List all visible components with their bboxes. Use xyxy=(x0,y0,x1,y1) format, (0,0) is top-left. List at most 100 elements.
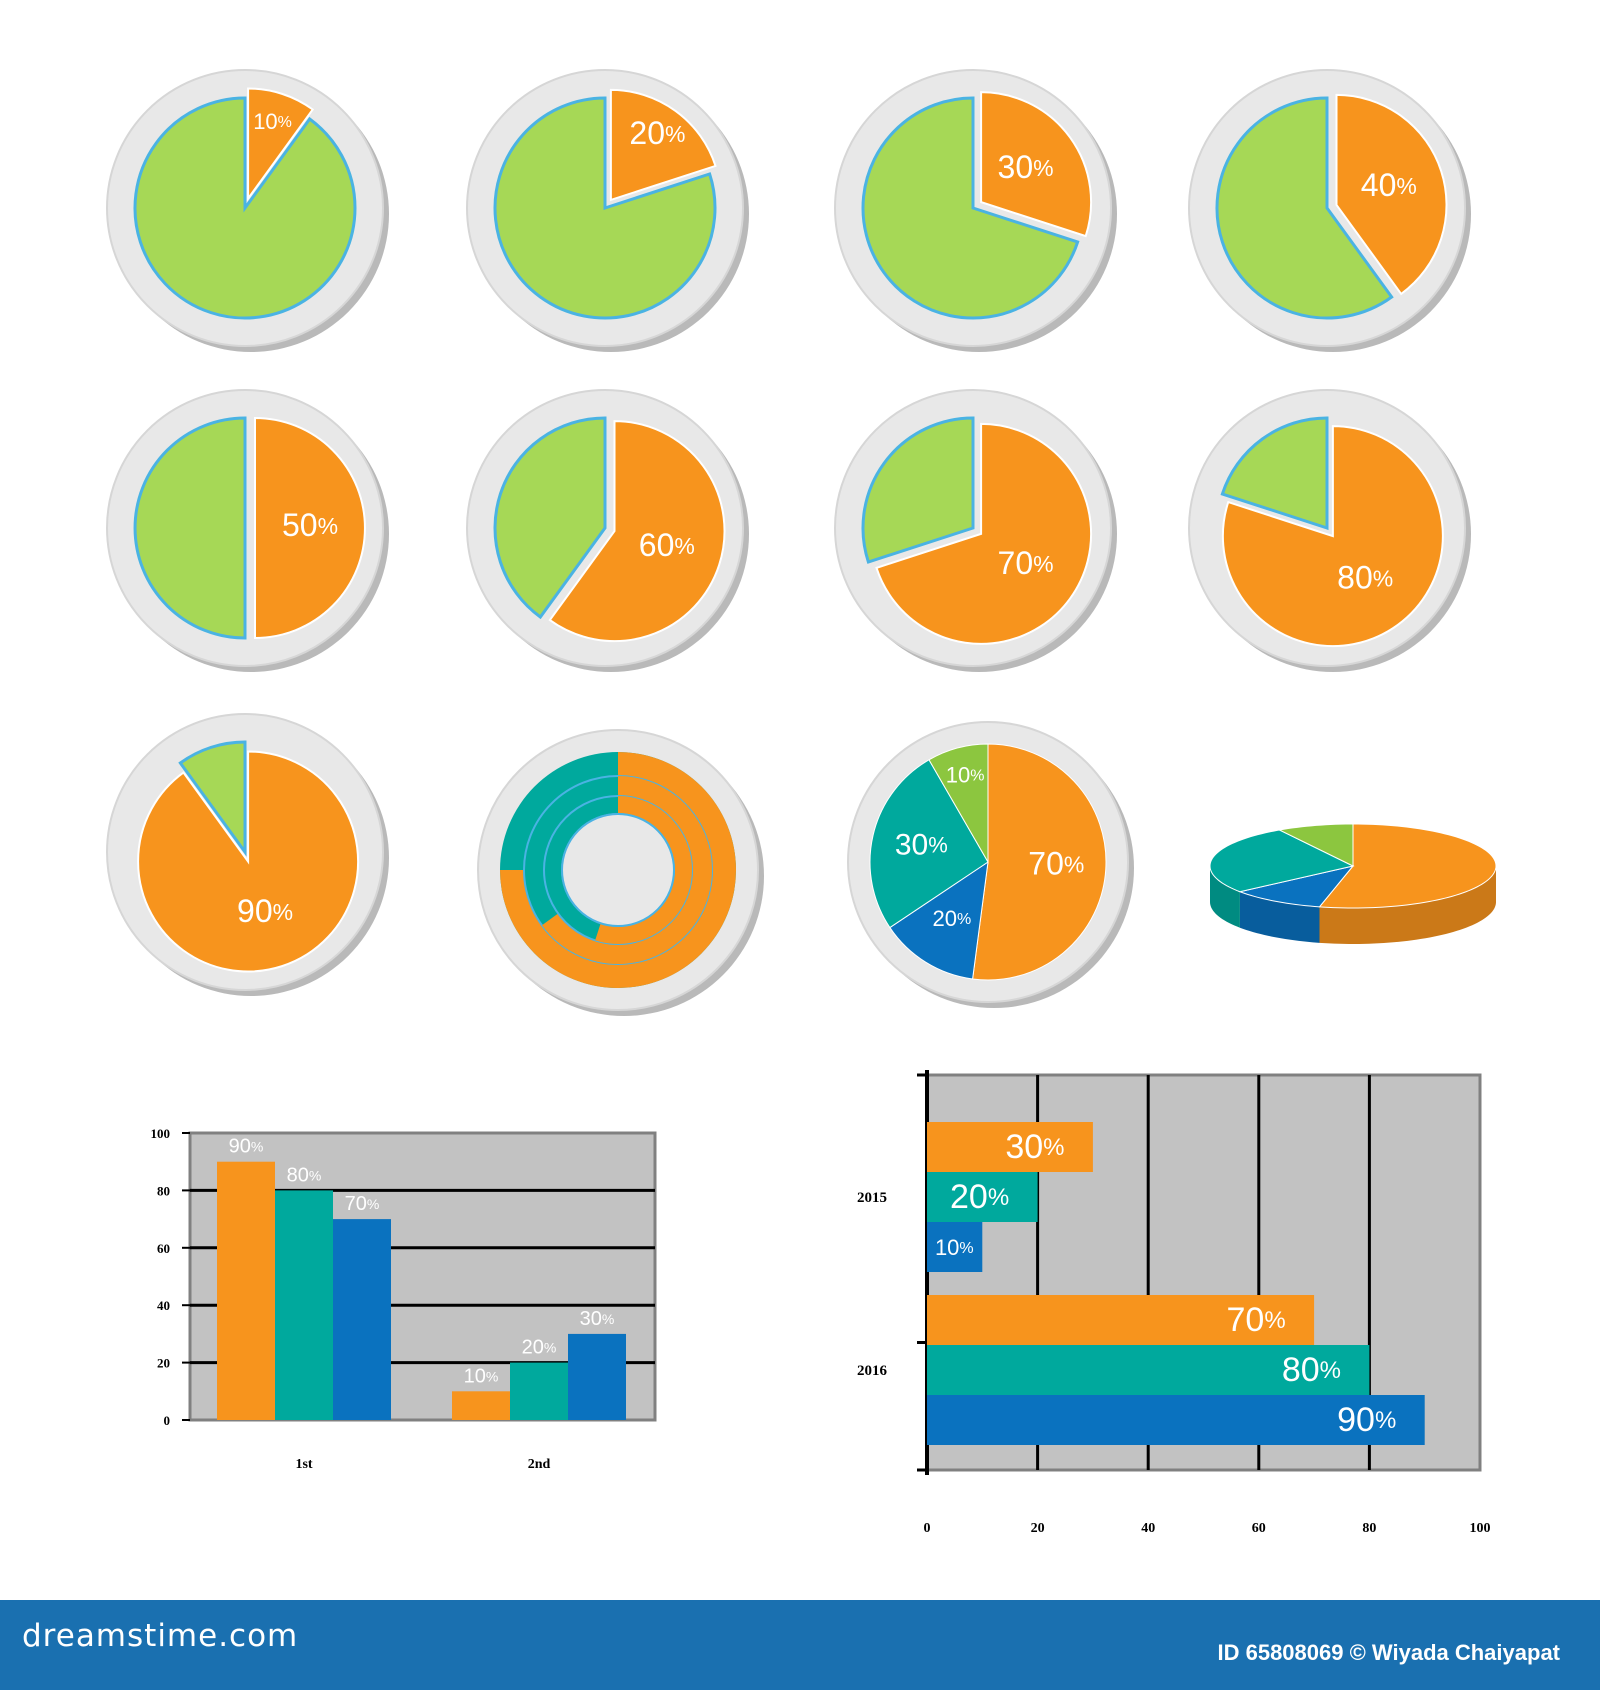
hbar-bar-2015-1 xyxy=(927,1122,1093,1172)
pie-chart-10: 10% xyxy=(106,69,389,352)
donut-ring-2 xyxy=(541,776,712,964)
pie-90-highlight-group: 90% xyxy=(137,750,360,973)
vbar-bar-1st-1 xyxy=(217,1161,275,1420)
hbar-bar-label-2015-3-value: 10 xyxy=(935,1235,959,1260)
vbar-ytick-80: 80 xyxy=(157,1183,170,1198)
vbar-ytick-100: 100 xyxy=(151,1126,171,1141)
multi-segment-pie-chart: 70% 20% 30% 10% xyxy=(847,721,1134,1008)
pie-chart-50: 50% xyxy=(106,389,389,672)
footer-credit: ID 65808069 © Wiyada Chaiyapat xyxy=(1217,1640,1560,1665)
hbar-bar-2016-2 xyxy=(927,1345,1370,1395)
pie-10-highlight-slice xyxy=(247,87,315,202)
hbar-xtick-20: 20 xyxy=(1031,1521,1045,1536)
pie-20-highlight-slice xyxy=(609,88,717,202)
hbar-bar-label-2016-1: 70% xyxy=(1227,1301,1286,1339)
multi-pie-label-30-unit: % xyxy=(928,832,948,857)
vbar-bar-label-2nd-3-unit: % xyxy=(602,1311,614,1327)
pie-80-remainder-slice xyxy=(1220,416,1329,531)
pie-80-highlight-group: 80% xyxy=(1221,425,1444,648)
hbar-bar-label-2016-1-unit: % xyxy=(1264,1307,1285,1334)
pie-40-label: 40% xyxy=(1361,167,1417,203)
pie-20-label-unit: % xyxy=(665,121,685,147)
donut-ring-1 xyxy=(500,752,736,988)
pie-20-label: 20% xyxy=(629,115,685,151)
pie-70-highlight-slice xyxy=(875,422,1093,645)
multi-pie-label-70-unit: % xyxy=(1064,852,1084,878)
pie-80-label: 80% xyxy=(1337,560,1393,596)
multi-pie-slice-70 xyxy=(972,743,1107,981)
pie-50-remainder-slice xyxy=(133,416,247,640)
pie3d-top-2 xyxy=(1238,865,1355,908)
pie-chart-70: 70% xyxy=(834,389,1117,672)
hbar-bar-label-2016-3-unit: % xyxy=(1375,1407,1396,1434)
footer-bar: dreamstime.com ID 65808069 © Wiyada Chai… xyxy=(0,1600,1600,1690)
vbar-bar-2nd-2 xyxy=(510,1362,568,1420)
hbar-bar-label-2016-2-unit: % xyxy=(1320,1357,1341,1384)
multi-pie-slice-20 xyxy=(889,860,989,980)
pie-40-remainder-slice xyxy=(1215,96,1394,320)
pie3d-side-2 xyxy=(1239,891,1320,943)
multi-pie-label-30: 30% xyxy=(895,828,948,861)
vbar-bar-1st-2 xyxy=(275,1190,333,1420)
donut-ring-3 xyxy=(595,796,692,944)
vbar-bar-label-1st-1-unit: % xyxy=(251,1138,263,1154)
pie-90-remainder-slice xyxy=(178,740,247,857)
donut-center xyxy=(561,813,675,927)
hbar-xtick-80: 80 xyxy=(1362,1521,1376,1536)
vbar-bar-label-1st-1-value: 90 xyxy=(229,1136,251,1158)
pie-40-label-unit: % xyxy=(1396,173,1416,199)
hbar-bar-label-2015-3-unit: % xyxy=(959,1240,973,1257)
hbar-bar-label-2015-2-value: 20 xyxy=(950,1178,988,1216)
multi-pie-label-10: 10% xyxy=(946,762,985,787)
multi-pie-label-20: 20% xyxy=(932,906,971,931)
pie-60-highlight-slice xyxy=(548,420,726,643)
pie-90-label: 90% xyxy=(237,893,293,929)
hbar-bar-label-2015-3: 10% xyxy=(935,1235,974,1260)
pie-50-highlight-group: 50% xyxy=(254,416,366,640)
multi-pie-label-20-unit: % xyxy=(957,911,971,928)
pie-30-highlight-slice xyxy=(980,91,1093,238)
pie-90-label-value: 90 xyxy=(237,893,273,929)
multi-pie-slice-10 xyxy=(928,743,989,864)
pie3d-top-1 xyxy=(1318,823,1497,909)
vbar-bar-label-2nd-3-value: 30 xyxy=(580,1308,602,1330)
pie-90-highlight-slice xyxy=(137,750,360,973)
pie-chart-20: 20% xyxy=(466,69,749,352)
pie-10-label: 10% xyxy=(253,109,292,134)
pie-60-label-unit: % xyxy=(674,533,694,559)
multi-pie-label-10-unit: % xyxy=(970,768,984,785)
pie-20-remainder-slice xyxy=(493,96,717,320)
hbar-bar-label-2016-2-value: 80 xyxy=(1282,1351,1320,1389)
hbar-bar-label-2016-1-value: 70 xyxy=(1227,1301,1265,1339)
vbar-bar-label-2nd-2-unit: % xyxy=(544,1339,556,1355)
pie-chart-60: 60% xyxy=(466,389,749,672)
pie-30-highlight-group: 30% xyxy=(980,91,1093,238)
vbar-bar-label-1st-3-value: 70 xyxy=(345,1193,367,1215)
vbar-bar-2nd-3 xyxy=(568,1333,626,1420)
vbar-bar-label-2nd-1-unit: % xyxy=(486,1368,498,1384)
multi-pie-slice-30 xyxy=(869,759,989,929)
pie-chart-80: 80% xyxy=(1188,389,1471,672)
pie3d-top-3 xyxy=(1209,829,1355,893)
pie-50-label-value: 50 xyxy=(282,507,318,543)
pie-chart-3d xyxy=(1209,823,1497,944)
vbar-bar-label-1st-2-value: 80 xyxy=(287,1165,309,1187)
donut-ring-chart xyxy=(477,729,764,1016)
vbar-bar-2nd-1 xyxy=(452,1391,510,1420)
multi-pie-label-70: 70% xyxy=(1028,846,1084,882)
pie-70-label: 70% xyxy=(998,546,1054,582)
pie-80-highlight-slice xyxy=(1221,425,1444,648)
vbar-category-1st: 1st xyxy=(295,1457,312,1472)
pie-10-label-value: 10 xyxy=(253,109,277,134)
pie-60-label: 60% xyxy=(639,528,695,564)
hbar-bar-label-2016-2: 80% xyxy=(1282,1351,1341,1389)
pie-10-label-unit: % xyxy=(278,114,292,131)
vbar-ytick-0: 0 xyxy=(164,1413,171,1428)
hbar-xtick-100: 100 xyxy=(1470,1521,1491,1536)
vbar-bar-1st-3 xyxy=(333,1219,391,1420)
hbar-bar-label-2015-1-unit: % xyxy=(1043,1134,1064,1161)
vbar-bar-label-1st-3-unit: % xyxy=(367,1196,379,1212)
pie-80-label-value: 80 xyxy=(1337,560,1373,596)
